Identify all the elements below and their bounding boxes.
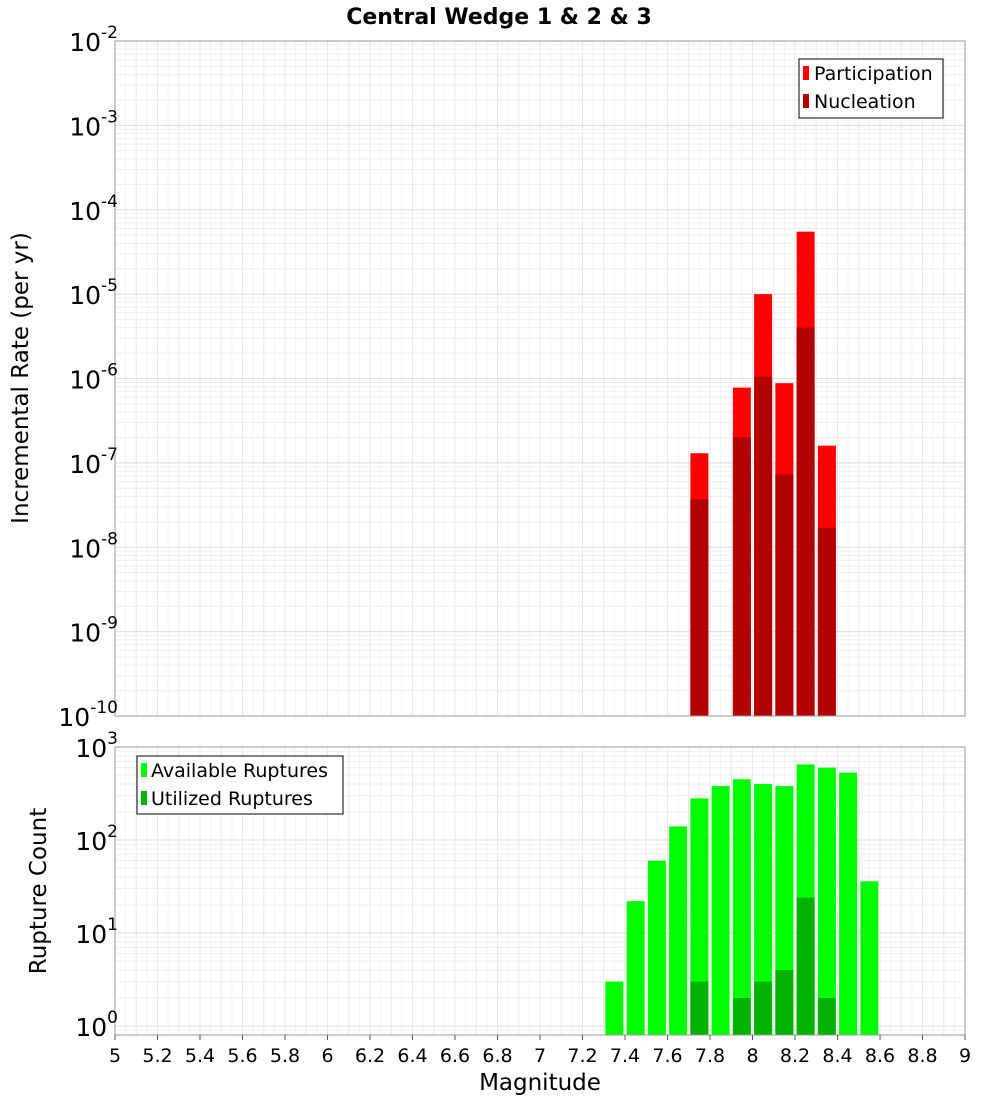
x-tick-label: 5.8 — [270, 1045, 300, 1067]
y-tick-label: 10-8 — [69, 529, 118, 563]
legend-swatch-nucleation — [803, 94, 809, 108]
chart-title: Central Wedge 1 & 2 & 3 — [346, 5, 652, 30]
y-tick-label: 102 — [75, 822, 118, 856]
x-tick-label: 7 — [534, 1045, 546, 1067]
x-tick-label: 5.4 — [185, 1045, 215, 1067]
y-tick-label: 10-6 — [69, 361, 118, 395]
y-tick-label: 100 — [75, 1008, 118, 1042]
y-tick-label: 10-10 — [58, 698, 118, 732]
bottom-bar-utilized-ruptures — [754, 981, 773, 1035]
bottom-bar-available-ruptures — [754, 784, 773, 1035]
legend-label-utilized-ruptures: Utilized Ruptures — [151, 788, 313, 810]
bottom-bar-available-ruptures — [839, 772, 858, 1035]
bottom-y-axis-label: Rupture Count — [26, 808, 52, 974]
top-plot-border — [114, 40, 966, 717]
legend-label-nucleation: Nucleation — [814, 91, 916, 113]
bottom-legend: Available Ruptures Utilized Ruptures — [136, 755, 344, 815]
bottom-bar-available-ruptures — [690, 798, 709, 1035]
y-tick-label: 101 — [75, 915, 118, 949]
bottom-bar-utilized-ruptures — [796, 897, 815, 1035]
x-tick-label: 6.4 — [397, 1045, 427, 1067]
x-tick-label: 6.6 — [440, 1045, 470, 1067]
top-legend: Participation Nucleation — [798, 58, 944, 119]
top-bars — [690, 231, 836, 716]
bottom-y-ticks: 100 101 102 103 — [75, 729, 118, 1042]
top-bar-nucleation — [817, 527, 836, 716]
legend-swatch-participation — [803, 66, 809, 80]
bottom-bar-available-ruptures — [669, 826, 688, 1035]
bottom-bar-available-ruptures — [626, 901, 645, 1035]
bottom-bar-available-ruptures — [605, 981, 624, 1035]
bottom-bar-utilized-ruptures — [775, 969, 794, 1035]
top-bar-nucleation — [754, 376, 773, 716]
x-tick-label: 5.6 — [227, 1045, 257, 1067]
bottom-bar-utilized-ruptures — [690, 981, 709, 1035]
x-axis-label: Magnitude — [479, 1070, 601, 1096]
x-tick-label: 8.6 — [865, 1045, 895, 1067]
x-tick-label: 9 — [959, 1045, 971, 1067]
x-tick-label: 5 — [109, 1045, 121, 1067]
x-tick-label: 7.4 — [610, 1045, 640, 1067]
x-tick-label: 8 — [746, 1045, 758, 1067]
x-tick-label: 8.2 — [780, 1045, 810, 1067]
bottom-bar-available-ruptures — [817, 767, 836, 1035]
y-tick-label: 10-3 — [69, 107, 118, 141]
top-bar-nucleation — [796, 327, 815, 716]
y-tick-label: 10-5 — [69, 276, 118, 310]
legend-swatch-available-ruptures — [141, 763, 147, 777]
top-bar-nucleation — [732, 437, 751, 716]
x-tick-label: 5.2 — [142, 1045, 172, 1067]
y-tick-label: 10-4 — [69, 192, 118, 226]
x-tick-label: 6.8 — [482, 1045, 512, 1067]
legend-label-available-ruptures: Available Ruptures — [151, 760, 328, 782]
y-tick-label: 10-2 — [69, 23, 118, 57]
x-tick-label: 7.2 — [567, 1045, 597, 1067]
top-bar-nucleation — [690, 499, 709, 716]
x-tick-label: 6 — [321, 1045, 333, 1067]
bottom-bar-available-ruptures — [860, 881, 879, 1035]
bottom-bar-utilized-ruptures — [817, 997, 836, 1035]
top-bar-nucleation — [775, 474, 794, 716]
bottom-panel: 100 101 102 103 5 5.2 5.4 5.6 5.8 6 6.2 6.4 6.6 6.8 7… — [26, 729, 971, 1096]
x-tick-label: 7.8 — [695, 1045, 725, 1067]
top-grid — [114, 41, 966, 717]
x-tick-label: 6.2 — [355, 1045, 385, 1067]
top-y-ticks: 10-10 10-9 10-8 10-7 10-6 10-5 10-4 10-3 10-2 — [58, 23, 118, 732]
bottom-legend-box — [136, 755, 344, 815]
bottom-bar-available-ruptures — [732, 779, 751, 1035]
y-tick-label: 103 — [75, 729, 118, 763]
legend-swatch-utilized-ruptures — [141, 791, 147, 805]
legend-label-participation: Participation — [814, 63, 933, 85]
bottom-bar-available-ruptures — [647, 860, 666, 1035]
x-ticks: 5 5.2 5.4 5.6 5.8 6 6.2 6.4 6.6 6.8 7 7.2 7.4 7.6 7.8 8… — [109, 1035, 971, 1067]
top-y-axis-label: Incremental Rate (per yr) — [8, 232, 34, 524]
top-panel: 10-10 10-9 10-8 10-7 10-6 10-5 10-4 10-3 10-2 In… — [8, 23, 966, 732]
bottom-bar-utilized-ruptures — [732, 997, 751, 1035]
top-legend-box — [798, 58, 944, 119]
x-tick-label: 8.8 — [907, 1045, 937, 1067]
x-tick-label: 7.6 — [652, 1045, 682, 1067]
x-tick-label: 8.4 — [822, 1045, 852, 1067]
bottom-bars — [605, 764, 879, 1035]
bottom-bar-available-ruptures — [711, 786, 730, 1035]
y-tick-label: 10-7 — [69, 445, 118, 479]
y-tick-label: 10-9 — [69, 614, 118, 648]
